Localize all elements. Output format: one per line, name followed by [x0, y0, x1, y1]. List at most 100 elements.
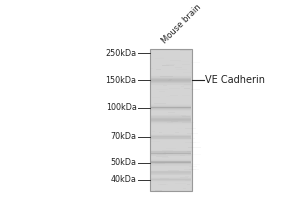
Bar [162, 150, 172, 151]
Bar [152, 131, 155, 132]
Bar [150, 49, 192, 191]
Bar [175, 183, 186, 184]
Bar [151, 115, 190, 116]
Bar [176, 69, 187, 70]
Bar [151, 77, 190, 78]
Bar [151, 75, 190, 76]
Bar [168, 80, 171, 81]
Bar [151, 78, 190, 79]
Bar [190, 187, 193, 188]
Bar [163, 85, 167, 86]
Bar [158, 184, 166, 185]
Bar [169, 76, 173, 77]
Bar [151, 171, 190, 172]
Bar [151, 154, 157, 155]
Bar [182, 86, 184, 87]
Bar [151, 121, 190, 122]
Bar [151, 179, 190, 180]
Bar [151, 174, 190, 175]
Bar [182, 116, 190, 117]
Bar [190, 138, 195, 139]
Bar [183, 72, 192, 73]
Bar [184, 85, 192, 86]
Bar [191, 62, 200, 63]
Bar [151, 150, 190, 151]
Bar [157, 182, 167, 183]
Bar [155, 190, 162, 191]
Bar [151, 161, 190, 162]
Bar [190, 142, 200, 143]
Bar [151, 155, 190, 156]
Bar [151, 165, 190, 166]
Bar [185, 128, 196, 129]
Bar [188, 133, 198, 134]
Bar [152, 97, 160, 98]
Bar [151, 119, 190, 120]
Bar [191, 89, 200, 90]
Bar [151, 178, 190, 179]
Bar [151, 84, 190, 85]
Bar [151, 162, 190, 163]
Bar [151, 180, 190, 181]
Bar [164, 152, 166, 153]
Bar [162, 65, 169, 66]
Bar [151, 151, 190, 152]
Bar [177, 107, 180, 108]
Bar [151, 134, 190, 135]
Bar [151, 139, 190, 140]
Bar [151, 155, 190, 156]
Bar [151, 153, 190, 154]
Bar [168, 112, 176, 113]
Bar [170, 95, 178, 96]
Bar [187, 151, 193, 152]
Bar [188, 154, 201, 155]
Bar [151, 153, 190, 154]
Bar [151, 122, 190, 123]
Bar [179, 61, 190, 62]
Bar [151, 106, 190, 107]
Bar [157, 69, 161, 70]
Bar [180, 155, 185, 156]
Bar [185, 180, 191, 181]
Bar [168, 117, 171, 118]
Bar [151, 151, 190, 152]
Bar [155, 58, 164, 59]
Bar [185, 142, 196, 143]
Bar [151, 171, 190, 172]
Bar [151, 136, 190, 137]
Bar [168, 114, 180, 115]
Bar [160, 76, 170, 77]
Bar [164, 153, 173, 154]
Bar [151, 82, 190, 83]
Bar [151, 161, 190, 162]
Bar [151, 172, 190, 173]
Bar [151, 116, 190, 117]
Bar [151, 76, 190, 77]
Bar [175, 67, 182, 68]
Bar [151, 160, 190, 161]
Bar [182, 64, 190, 65]
Bar [151, 174, 190, 175]
Bar [169, 79, 172, 80]
Bar [151, 173, 190, 174]
Bar [151, 162, 190, 163]
Bar [184, 88, 190, 89]
Bar [178, 49, 188, 50]
Bar [151, 163, 190, 164]
Bar [151, 124, 190, 125]
Bar [163, 134, 174, 135]
Bar [151, 137, 190, 138]
Bar [160, 57, 164, 58]
Bar [155, 163, 164, 164]
Bar [183, 188, 186, 189]
Bar [184, 84, 192, 85]
Bar [154, 103, 166, 104]
Bar [151, 108, 190, 109]
Bar [185, 176, 189, 177]
Bar [189, 169, 199, 170]
Bar [151, 141, 160, 142]
Text: 40kDa: 40kDa [111, 175, 136, 184]
Bar [151, 159, 190, 160]
Bar [172, 119, 184, 120]
Bar [151, 84, 190, 85]
